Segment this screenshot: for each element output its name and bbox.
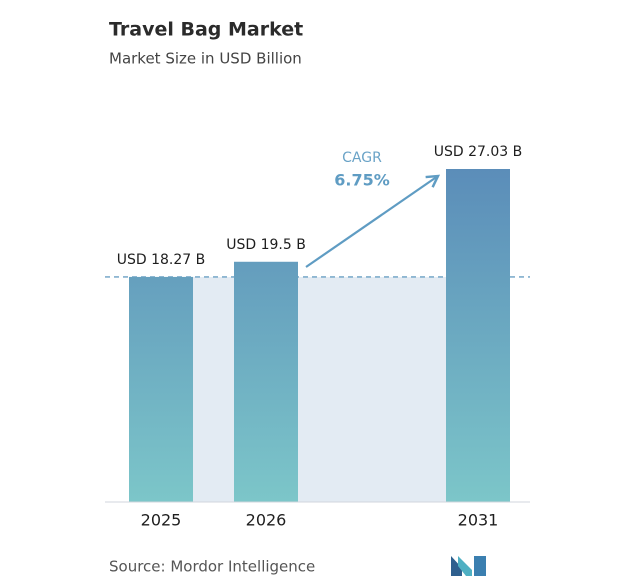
bar (234, 261, 298, 502)
chart-title: Travel Bag Market (109, 19, 303, 41)
source: Source: Mordor Intelligence (109, 558, 315, 576)
x-tick-label: 2025 (141, 511, 182, 530)
bar (129, 276, 193, 502)
logo (451, 556, 486, 576)
reference-band (193, 276, 446, 502)
cagr-value: 6.75% (334, 171, 390, 190)
cagr-label: CAGR (342, 150, 382, 166)
value-label: USD 18.27 B (117, 252, 206, 268)
cagr-arrow (305, 174, 441, 268)
chart-subtitle: Market Size in USD Billion (109, 50, 302, 68)
x-tick-label: 2026 (246, 511, 287, 530)
value-label: USD 19.5 B (226, 237, 306, 253)
plot-area: USD 18.27 B 2025 USD 19.5 B 2026 USD 27.03 B… (105, 144, 530, 530)
value-label: USD 27.03 B (434, 144, 523, 160)
x-tick-label: 2031 (458, 511, 499, 530)
bar (446, 169, 510, 502)
